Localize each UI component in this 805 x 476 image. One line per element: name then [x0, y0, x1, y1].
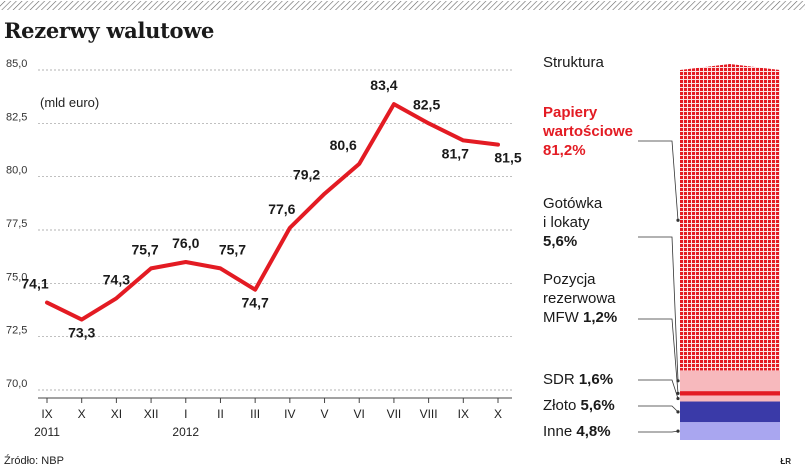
bar-segment [680, 422, 780, 440]
segment-name: Inne 4,8% [543, 423, 611, 440]
x-tick-label: VI [354, 407, 365, 421]
leader-dot [676, 410, 680, 414]
structure-title: Struktura [543, 54, 605, 71]
data-label: 75,7 [219, 241, 246, 257]
y-tick-label: 75,0 [6, 271, 27, 283]
leader-line [638, 430, 679, 433]
leader-dot [676, 429, 680, 433]
series-line [45, 102, 500, 322]
segment-value: 5,6% [576, 397, 614, 414]
leader-line [638, 140, 679, 221]
y-axis: 70,0 72,5 75,0 77,5 80,0 82,5 85,0 [6, 58, 27, 390]
data-label: 81,5 [494, 150, 521, 166]
leader-dot [676, 218, 680, 222]
data-label: 82,5 [413, 96, 440, 112]
data-label: 81,7 [442, 145, 469, 161]
bar-segment [680, 370, 780, 392]
x-tick-label: VII [387, 407, 402, 421]
leader-line [638, 318, 679, 394]
segment-value: 5,6% [543, 233, 577, 250]
segment-name: Pozycja [543, 271, 596, 288]
x-tick-label: III [250, 407, 260, 421]
segment-name: wartościowe [542, 123, 633, 140]
y-tick-label: 85,0 [6, 58, 27, 70]
bar-segment [680, 395, 780, 402]
y-tick-label: 72,5 [6, 325, 27, 337]
y-tick-label: 70,0 [6, 378, 27, 390]
y-tick-label: 77,5 [6, 218, 27, 230]
x-tick-label: I [184, 407, 187, 421]
bar-segment [680, 401, 780, 423]
bar-cap [680, 64, 780, 70]
data-label: 74,7 [242, 295, 269, 311]
year-label: 2012 [172, 425, 199, 439]
year-label: 2011 [34, 425, 60, 439]
segment-name: MFW 1,2% [543, 309, 617, 326]
segment-value: 81,2% [543, 142, 586, 159]
data-label: 83,4 [370, 77, 397, 93]
segment-name: SDR 1,6% [543, 371, 613, 388]
bar-segment [680, 391, 780, 396]
chart-title: Rezerwy walutowe [4, 18, 215, 43]
x-tick-label: X [494, 407, 502, 421]
x-tick-label: II [217, 407, 224, 421]
segment-name: rezerwowa [543, 290, 616, 307]
leader-dot [676, 391, 680, 395]
segment-value: 1,6% [575, 371, 613, 388]
y-tick-label: 80,0 [6, 165, 27, 177]
data-label: 74,1 [21, 276, 48, 292]
grid [38, 69, 512, 399]
leader-dot [676, 396, 680, 401]
x-tick-label: VIII [420, 407, 438, 421]
segment-name: i lokaty [543, 214, 590, 231]
segment-value: 1,2% [579, 309, 617, 326]
segment-name: Złoto 5,6% [543, 397, 615, 414]
x-tick-label: IX [458, 407, 469, 421]
data-label: 74,3 [103, 271, 130, 287]
header-rule [0, 1, 805, 10]
data-label: 76,0 [172, 235, 199, 251]
source-note: Źródło: NBP [4, 455, 64, 467]
data-label: 73,3 [68, 325, 95, 341]
y-tick-label: 82,5 [6, 111, 27, 123]
structure-bar [680, 64, 780, 440]
x-tick-label: XII [144, 407, 159, 421]
structure-labels: Papiery wartościowe 81,2% Gotówka i lokaty 5,… [542, 104, 680, 440]
x-tick-label: IX [41, 407, 52, 421]
leader-line [638, 405, 679, 413]
bar-segment [680, 70, 780, 371]
leader-line [638, 236, 679, 381]
x-tick-label: X [78, 407, 86, 421]
data-label: 79,2 [293, 167, 320, 183]
unit-label: (mld euro) [40, 95, 99, 110]
x-tick-label: IV [284, 407, 295, 421]
segment-name: Papiery [543, 104, 598, 121]
data-labels: 74,173,374,375,7 76,0 75,774,777,679,280,6… [21, 77, 521, 340]
x-tick-label: V [321, 407, 329, 421]
x-tick-label: XI [111, 407, 122, 421]
data-label: 75,7 [131, 241, 158, 257]
series-polyline [45, 102, 500, 322]
segment-value: 4,8% [572, 423, 610, 440]
leader-line [638, 379, 679, 399]
author-initials: ŁR [780, 457, 791, 466]
data-label: 77,6 [268, 201, 295, 217]
segment-name: Gotówka [543, 195, 603, 212]
data-label: 80,6 [330, 137, 357, 153]
